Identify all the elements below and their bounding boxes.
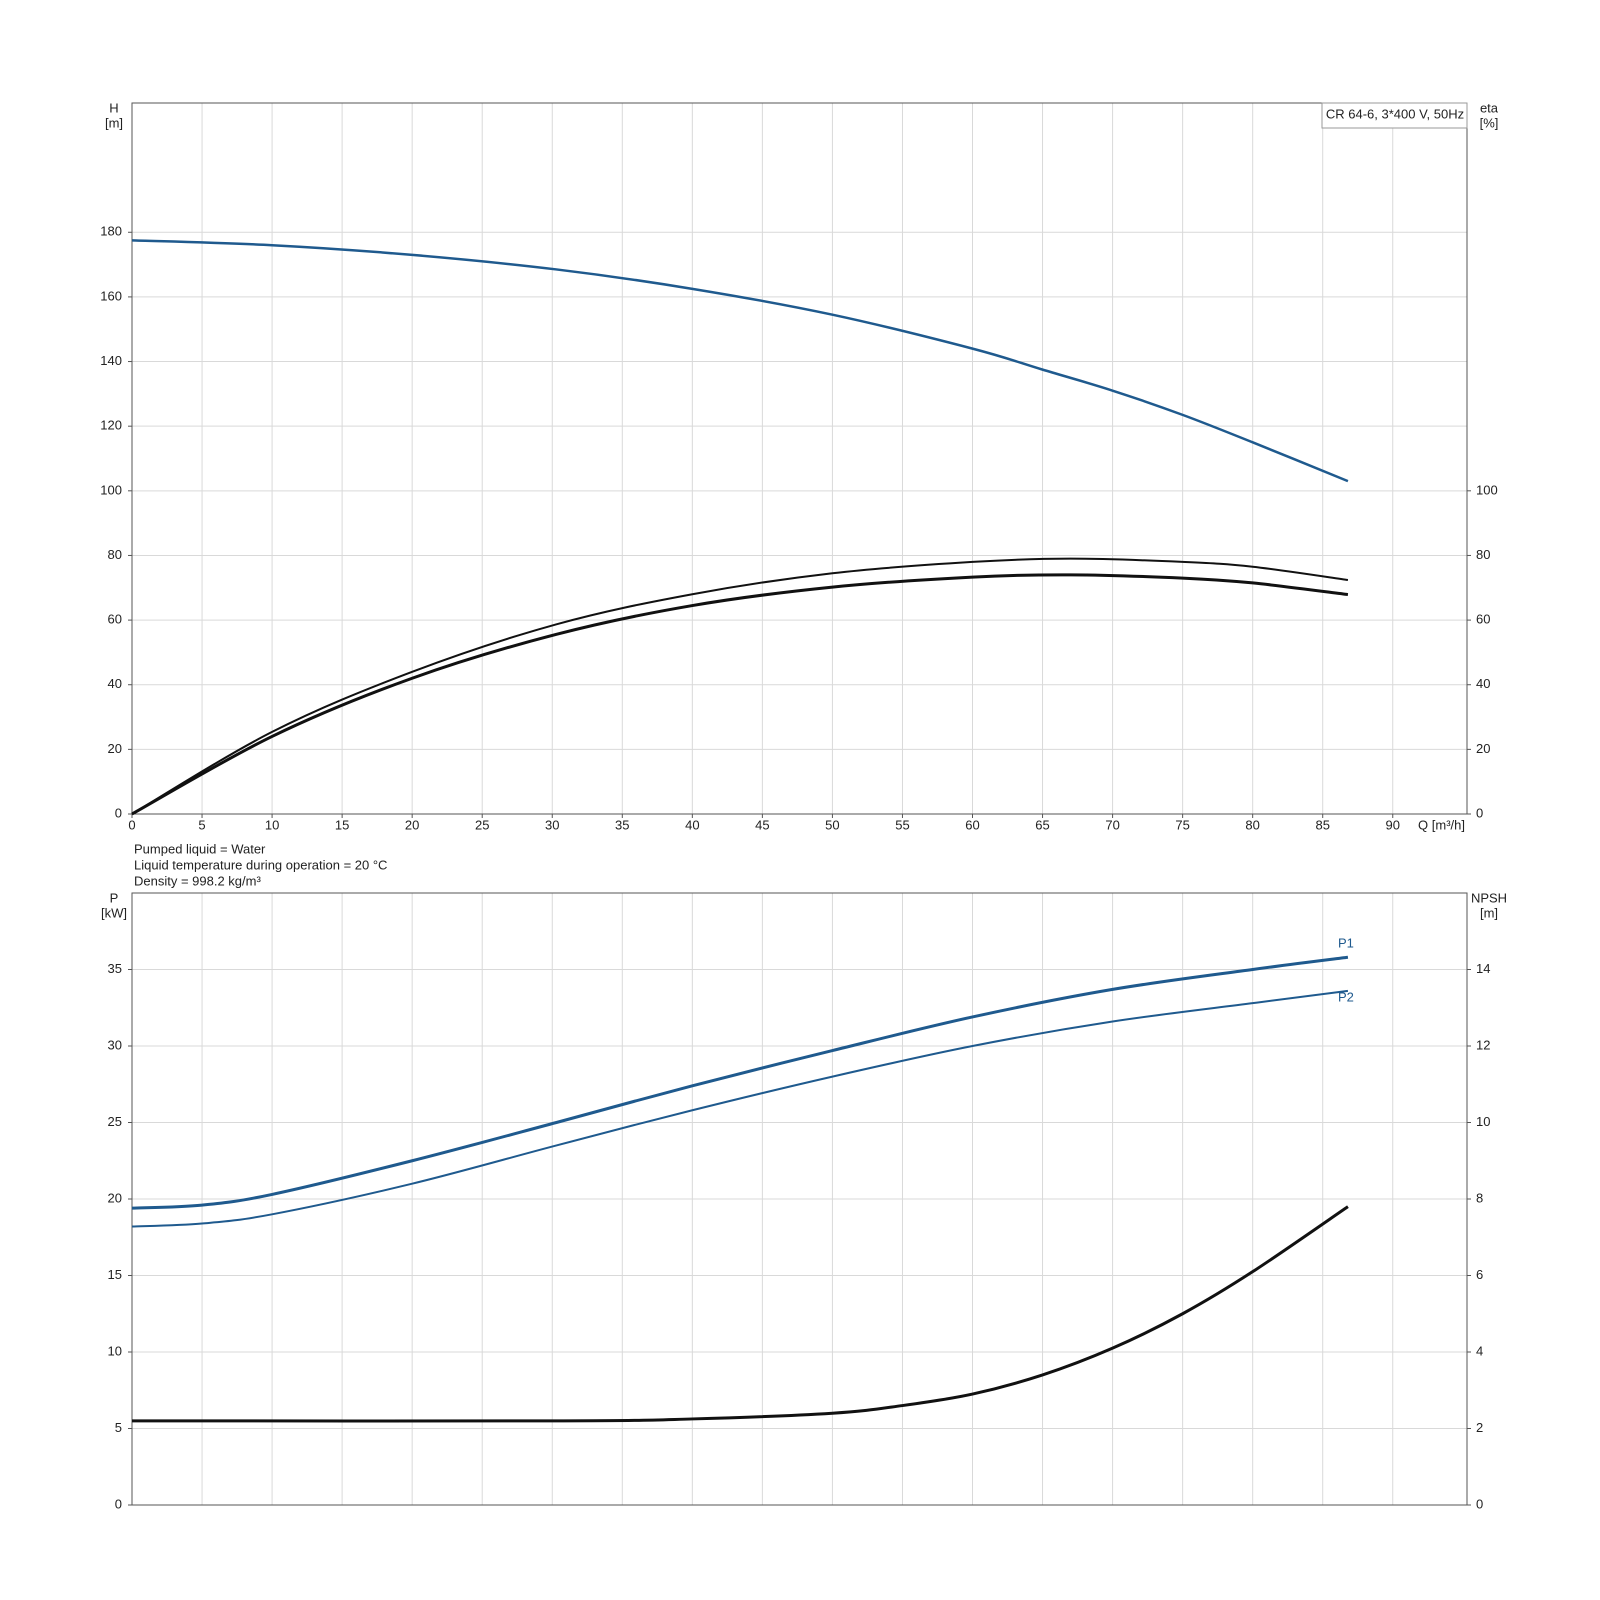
note: Density = 998.2 kg/m³ bbox=[134, 873, 261, 888]
x-tick-label: 50 bbox=[825, 817, 839, 832]
y-tick-label: 40 bbox=[108, 676, 122, 691]
y-axis-label: H bbox=[109, 100, 118, 115]
x-tick-label: 10 bbox=[265, 817, 279, 832]
curve bbox=[131, 989, 1349, 1228]
y2-tick-label: 40 bbox=[1476, 676, 1490, 691]
y-tick-label: 180 bbox=[100, 224, 122, 239]
y2-tick-label: 80 bbox=[1476, 547, 1490, 562]
x-axis-label: Q [m³/h] bbox=[1418, 817, 1465, 832]
x-tick-label: 90 bbox=[1386, 817, 1400, 832]
y-tick-label: 120 bbox=[100, 418, 122, 433]
x-tick-label: 75 bbox=[1175, 817, 1189, 832]
y2-tick-label: 6 bbox=[1476, 1267, 1483, 1282]
curve bbox=[131, 573, 1349, 816]
curve bbox=[131, 955, 1349, 1210]
x-tick-label: 40 bbox=[685, 817, 699, 832]
x-tick-label: 5 bbox=[198, 817, 205, 832]
y2-tick-label: 4 bbox=[1476, 1343, 1483, 1358]
y2-axis-label: [m] bbox=[1480, 905, 1498, 920]
x-tick-label: 15 bbox=[335, 817, 349, 832]
y2-tick-label: 60 bbox=[1476, 612, 1490, 627]
x-tick-label: 35 bbox=[615, 817, 629, 832]
y-axis-label: [kW] bbox=[101, 905, 127, 920]
y2-tick-label: 20 bbox=[1476, 741, 1490, 756]
y2-tick-label: 14 bbox=[1476, 961, 1490, 976]
y2-axis-label: NPSH bbox=[1471, 890, 1507, 905]
y-tick-label: 20 bbox=[108, 1190, 122, 1205]
y-tick-label: 15 bbox=[108, 1267, 122, 1282]
y2-tick-label: 2 bbox=[1476, 1420, 1483, 1435]
y-tick-label: 35 bbox=[108, 961, 122, 976]
y-tick-label: 30 bbox=[108, 1037, 122, 1052]
y-tick-label: 60 bbox=[108, 612, 122, 627]
curve-label: P1 bbox=[1338, 936, 1354, 951]
note: Pumped liquid = Water bbox=[134, 841, 266, 856]
x-tick-label: 55 bbox=[895, 817, 909, 832]
note: Liquid temperature during operation = 20… bbox=[134, 857, 387, 872]
y2-axis-label: [%] bbox=[1480, 115, 1499, 130]
y-tick-label: 10 bbox=[108, 1343, 122, 1358]
curve bbox=[131, 239, 1349, 483]
x-tick-label: 0 bbox=[128, 817, 135, 832]
plot-frame bbox=[131, 102, 1468, 815]
x-tick-label: 45 bbox=[755, 817, 769, 832]
y2-tick-label: 8 bbox=[1476, 1190, 1483, 1205]
y2-tick-label: 12 bbox=[1476, 1037, 1490, 1052]
y-tick-label: 20 bbox=[108, 741, 122, 756]
curve bbox=[131, 557, 1349, 815]
curve-label: P2 bbox=[1338, 989, 1354, 1004]
y2-tick-label: 10 bbox=[1476, 1114, 1490, 1129]
x-tick-label: 65 bbox=[1035, 817, 1049, 832]
y2-tick-label: 0 bbox=[1476, 805, 1483, 820]
y-axis-label: P bbox=[110, 890, 119, 905]
x-tick-label: 20 bbox=[405, 817, 419, 832]
y-tick-label: 25 bbox=[108, 1114, 122, 1129]
x-tick-label: 85 bbox=[1315, 817, 1329, 832]
x-tick-label: 30 bbox=[545, 817, 559, 832]
curve bbox=[131, 1205, 1349, 1423]
y-tick-label: 5 bbox=[115, 1420, 122, 1435]
y-tick-label: 80 bbox=[108, 547, 122, 562]
x-tick-label: 60 bbox=[965, 817, 979, 832]
x-tick-label: 70 bbox=[1105, 817, 1119, 832]
x-tick-label: 80 bbox=[1245, 817, 1259, 832]
x-tick-label: 25 bbox=[475, 817, 489, 832]
y2-tick-label: 100 bbox=[1476, 482, 1498, 497]
legend-label: CR 64-6, 3*400 V, 50Hz bbox=[1326, 106, 1464, 121]
y-tick-label: 160 bbox=[100, 288, 122, 303]
legend-box bbox=[1321, 102, 1468, 129]
y-tick-label: 100 bbox=[100, 482, 122, 497]
y-axis-label: [m] bbox=[105, 115, 123, 130]
y-tick-label: 140 bbox=[100, 353, 122, 368]
y-tick-label: 0 bbox=[115, 805, 122, 820]
y2-axis-label: eta bbox=[1480, 100, 1499, 115]
y2-tick-label: 0 bbox=[1476, 1496, 1483, 1511]
y-tick-label: 0 bbox=[115, 1496, 122, 1511]
